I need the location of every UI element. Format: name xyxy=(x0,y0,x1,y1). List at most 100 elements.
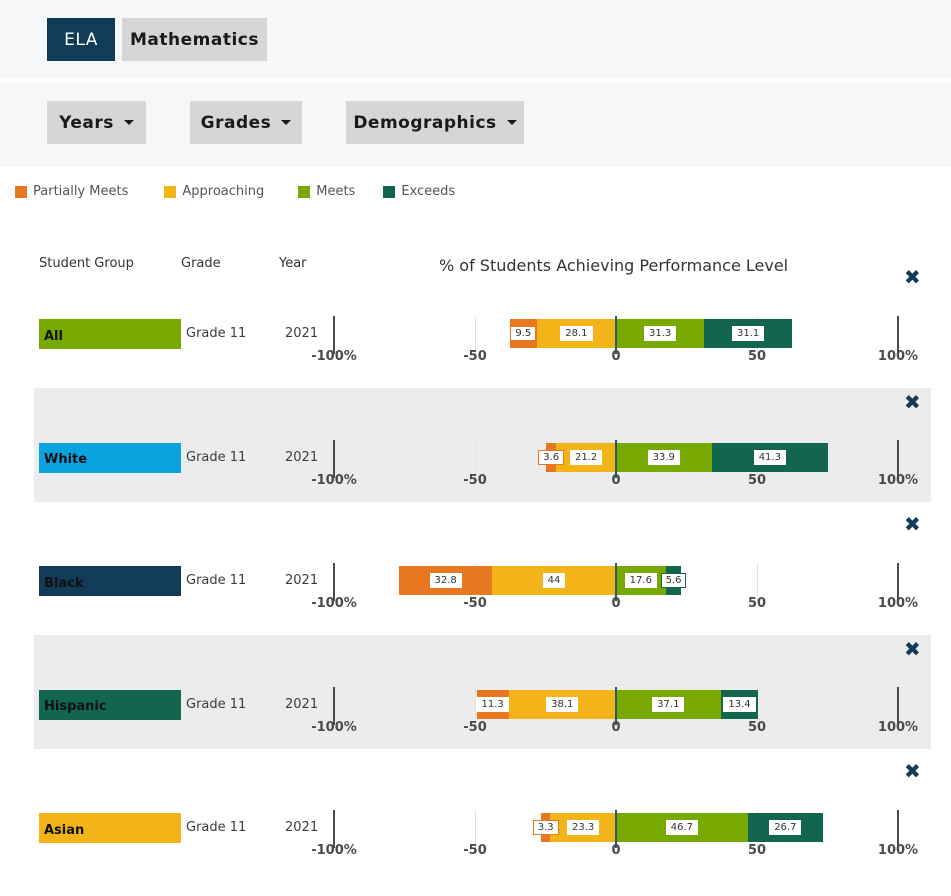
axis-max-line xyxy=(897,563,899,601)
student-group-label: Asian xyxy=(39,813,181,843)
bar-value-label: 38.1 xyxy=(546,696,579,712)
bar-segment-partially-meets: 32.8 xyxy=(399,566,492,595)
legend-swatch xyxy=(15,185,27,198)
header-year: Year xyxy=(279,256,307,271)
demographics-label: Demographics xyxy=(353,112,497,133)
bar-segment-exceeds: 13.4 xyxy=(720,689,759,719)
tick-label: -100% xyxy=(311,349,357,364)
tab-ela[interactable]: ELA xyxy=(47,18,115,61)
bar-segment-partially-meets: 3.6 xyxy=(538,442,565,472)
bar-value-label: 5.6 xyxy=(660,573,687,588)
tab-mathematics[interactable]: Mathematics xyxy=(122,18,267,61)
grade-value: Grade 11 xyxy=(186,696,247,712)
bar-segment-approaching: 44 xyxy=(491,566,616,595)
bar-segment-approaching: 38.1 xyxy=(508,689,616,719)
tick-label: -100% xyxy=(311,596,357,611)
axis-max-line xyxy=(897,686,899,725)
bar-value-label: 37.1 xyxy=(652,696,685,712)
chart-row-all: ✖ All Grade 11 2021 28.1 9.5 31.3 31.1 -100% -50 0… xyxy=(34,264,931,378)
student-group-label: Hispanic xyxy=(39,689,181,720)
tick-label: 0 xyxy=(611,472,621,488)
chart-title: % of Students Achieving Performance Leve… xyxy=(439,256,789,275)
chart-row-hispanic: ✖ Hispanic Grade 11 2021 38.1 11.3 37.1 13.4 -10… xyxy=(34,634,931,749)
legend: Partially Meets Approaching Meets Exceed… xyxy=(15,184,491,199)
bar-value-label: 44 xyxy=(542,573,566,588)
axis-min-line xyxy=(333,810,335,848)
remove-row-icon[interactable]: ✖ xyxy=(904,759,921,783)
bar-value-label: 28.1 xyxy=(560,326,593,341)
bar-value-label: 33.9 xyxy=(647,449,680,465)
tick-label: 50 xyxy=(747,843,767,858)
chart-row-white: ✖ White Grade 11 2021 21.2 3.6 33.9 41.3 -100% -5… xyxy=(34,387,931,502)
tick-label: 0 xyxy=(611,843,621,858)
header-grade: Grade xyxy=(181,256,221,271)
axis-min-line xyxy=(333,563,335,601)
remove-row-icon[interactable]: ✖ xyxy=(904,389,921,414)
tick-label: 50 xyxy=(747,596,767,611)
tick-label: 100% xyxy=(877,596,919,611)
bar-segment-exceeds: 31.1 xyxy=(704,319,792,348)
axis-max-line xyxy=(897,810,899,848)
bar-value-label: 9.5 xyxy=(510,326,537,341)
caret-down-icon xyxy=(123,120,134,125)
remove-row-icon[interactable]: ✖ xyxy=(904,636,921,661)
zero-line xyxy=(615,810,617,848)
axis-max-line xyxy=(897,316,899,354)
bar-value-label: 31.3 xyxy=(644,326,677,341)
legend-swatch xyxy=(383,185,396,198)
legend-label: Exceeds xyxy=(401,184,456,199)
grade-value: Grade 11 xyxy=(186,326,247,341)
bar-value-label: 41.3 xyxy=(753,449,786,465)
year-value: 2021 xyxy=(285,326,319,341)
bar-value-label: 3.6 xyxy=(538,449,565,465)
legend-item-meets: Meets xyxy=(298,184,355,199)
tick-label: 0 xyxy=(611,349,621,364)
bar-value-label: 13.4 xyxy=(723,696,756,712)
tick-label: -100% xyxy=(311,472,357,488)
bar-segment-meets: 37.1 xyxy=(616,689,721,719)
bar-segment-meets: 33.9 xyxy=(616,442,712,472)
tick-label: 50 xyxy=(747,472,767,488)
legend-label: Approaching xyxy=(182,184,265,199)
demographics-dropdown[interactable]: Demographics xyxy=(346,101,524,144)
gridline-neg50 xyxy=(475,316,476,354)
tick-label: 100% xyxy=(877,472,919,488)
legend-swatch xyxy=(298,185,311,198)
bar-segment-partially-meets: 9.5 xyxy=(509,319,537,348)
years-dropdown[interactable]: Years xyxy=(47,101,146,144)
grade-value: Grade 11 xyxy=(186,573,247,588)
remove-row-icon[interactable]: ✖ xyxy=(904,512,921,536)
chart-row-asian: ✖ Asian Grade 11 2021 23.3 3.3 46.7 26.7 -100% -5… xyxy=(34,758,931,872)
tick-label: -50 xyxy=(463,349,487,364)
chart-row-black: ✖ Black Grade 11 2021 44 32.8 17.6 5.6 -100% -50 0… xyxy=(34,511,931,625)
tick-label: 0 xyxy=(611,596,621,611)
bar-segment-partially-meets: 11.3 xyxy=(476,689,509,719)
bar-segment-approaching: 21.2 xyxy=(556,442,616,472)
gridline-neg50 xyxy=(475,439,476,478)
zero-line xyxy=(615,686,617,725)
grades-label: Grades xyxy=(200,112,272,133)
bar-segment-exceeds: 41.3 xyxy=(711,442,829,472)
axis-min-line xyxy=(333,439,335,478)
student-group-label: Black xyxy=(39,566,181,596)
bar-segment-meets: 46.7 xyxy=(616,813,748,842)
grades-dropdown[interactable]: Grades xyxy=(190,101,302,144)
tick-label: 100% xyxy=(877,349,919,364)
bar-value-label: 17.6 xyxy=(624,573,657,588)
years-label: Years xyxy=(59,112,114,133)
year-value: 2021 xyxy=(285,573,319,588)
bar-segment-exceeds: 26.7 xyxy=(747,813,823,842)
student-group-label: White xyxy=(39,442,181,473)
tick-label: -100% xyxy=(311,719,357,735)
bar-value-label: 21.2 xyxy=(569,449,603,465)
tick-label: 0 xyxy=(611,719,621,735)
bar-segment-meets: 31.3 xyxy=(616,319,705,348)
remove-row-icon[interactable]: ✖ xyxy=(904,265,921,289)
bar-segment-approaching: 23.3 xyxy=(550,813,616,842)
tick-label: 100% xyxy=(877,719,919,735)
tick-label: 50 xyxy=(747,349,767,364)
tick-label: 100% xyxy=(877,843,919,858)
bar-value-label: 26.7 xyxy=(769,820,802,835)
axis-max-line xyxy=(897,439,899,478)
legend-label: Partially Meets xyxy=(33,184,129,199)
